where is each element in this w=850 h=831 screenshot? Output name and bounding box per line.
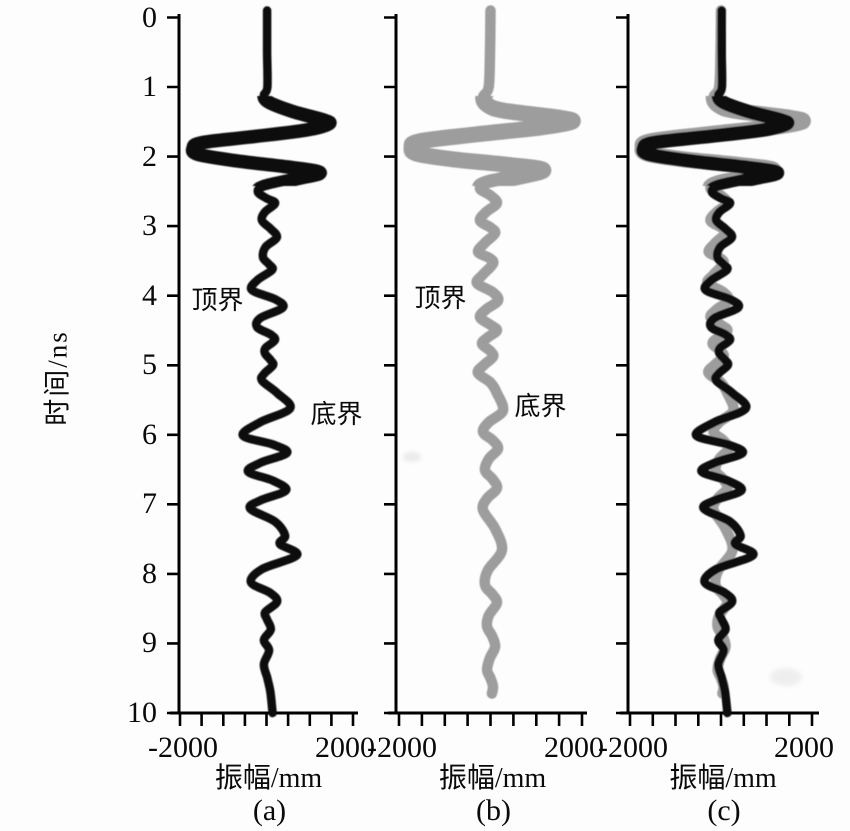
panel-1-trace-gray-wavelet <box>403 96 581 186</box>
panel-2-trace-black-wavelet <box>636 96 795 186</box>
panel-2-tick-marks <box>616 16 814 726</box>
panel-1-tick-marks <box>384 16 584 726</box>
panel-2-traces <box>634 5 811 718</box>
panel-0-trace-black-wavelet <box>185 96 337 186</box>
scan-smudge <box>403 452 421 462</box>
panel-0-traces <box>185 6 337 718</box>
panel-0-tick-marks <box>167 16 355 726</box>
panel-1-traces <box>403 5 581 699</box>
scan-smudge <box>770 668 802 686</box>
